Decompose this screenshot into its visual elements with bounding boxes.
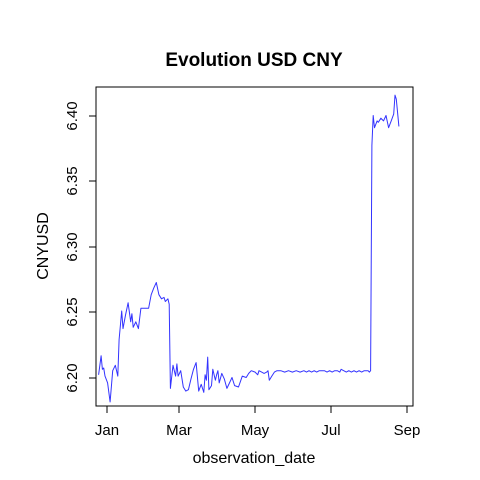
x-tick-label-sep: Sep — [394, 422, 421, 439]
chart-title: Evolution USD CNY — [165, 50, 343, 71]
x-tick-label-may: May — [241, 422, 270, 439]
x-tick-label-mar: Mar — [166, 422, 192, 439]
x-tick-label-jan: Jan — [95, 422, 119, 439]
plot-frame — [95, 86, 414, 407]
x-axis-title: observation_date — [193, 450, 316, 467]
y-tick-label-6-20: 6.20 — [64, 363, 81, 392]
x-axis: Jan Mar May Jul Sep — [95, 405, 421, 439]
y-tick-label-6-25: 6.25 — [64, 297, 81, 326]
x-tick-label-jul: Jul — [321, 422, 340, 439]
y-tick-label-6-30: 6.30 — [64, 232, 81, 261]
y-tick-label-6-35: 6.35 — [64, 166, 81, 195]
y-axis-title: CNYUSD — [35, 212, 52, 280]
y-tick-label-6-40: 6.40 — [64, 101, 81, 130]
y-axis: 6.20 6.25 6.30 6.35 6.40 — [64, 101, 97, 393]
series-line — [98, 94, 400, 403]
